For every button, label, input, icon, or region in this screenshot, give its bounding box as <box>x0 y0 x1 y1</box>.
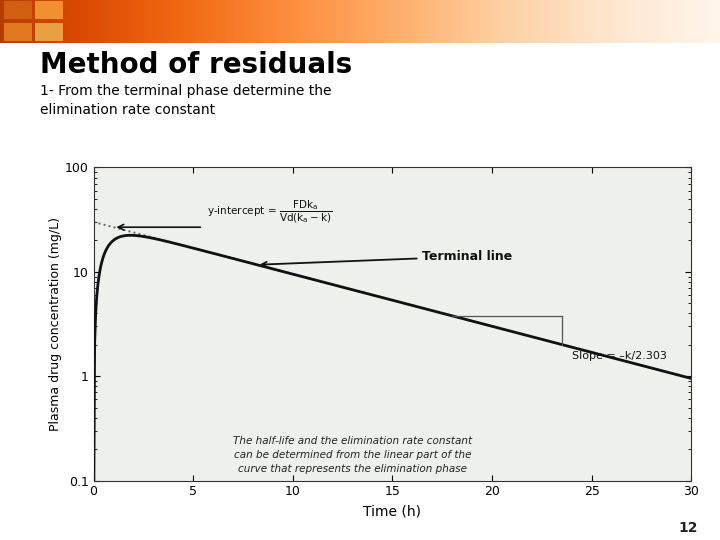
Bar <box>35 23 63 41</box>
Text: Terminal line: Terminal line <box>262 250 513 267</box>
Text: The half-life and the elimination rate constant
can be determined from the linea: The half-life and the elimination rate c… <box>233 436 472 474</box>
Text: Method of residuals: Method of residuals <box>40 51 352 79</box>
X-axis label: Time (h): Time (h) <box>364 504 421 518</box>
Bar <box>4 23 32 41</box>
Text: y-intercept = $\dfrac{\mathrm{FDk_a}}{\mathrm{Vd(k_a-k)}}$: y-intercept = $\dfrac{\mathrm{FDk_a}}{\m… <box>207 198 333 225</box>
Text: 1- From the terminal phase determine the
elimination rate constant: 1- From the terminal phase determine the… <box>40 84 331 117</box>
Bar <box>35 1 63 19</box>
Y-axis label: Plasma drug concentration (mg/L): Plasma drug concentration (mg/L) <box>49 217 62 431</box>
Text: 12: 12 <box>679 521 698 535</box>
Bar <box>4 1 32 19</box>
Text: Slope = –k/2.303: Slope = –k/2.303 <box>572 352 667 361</box>
